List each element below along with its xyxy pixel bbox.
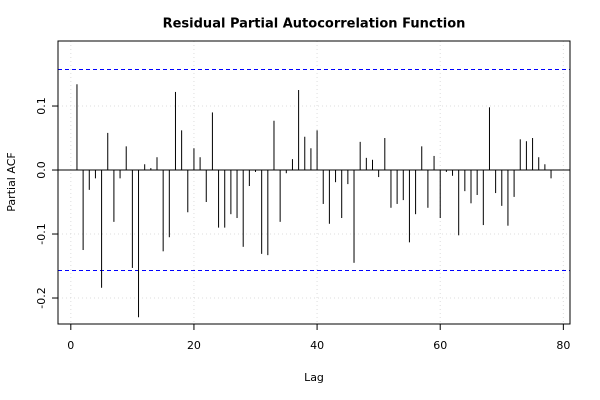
- y-tick-label: 0.0: [35, 161, 48, 179]
- chart-title: Residual Partial Autocorrelation Functio…: [163, 17, 466, 32]
- x-tick-label: 0: [67, 339, 74, 352]
- y-axis-label: Partial ACF: [5, 152, 18, 211]
- x-tick-label: 40: [310, 339, 324, 352]
- y-tick-label: -0.1: [35, 223, 48, 244]
- y-tick-label: 0.1: [35, 97, 48, 115]
- x-axis-label: Lag: [304, 371, 324, 384]
- x-tick-label: 80: [556, 339, 570, 352]
- plot-frame: [57, 40, 571, 325]
- y-tick-label: -0.2: [35, 287, 48, 308]
- x-tick-label: 20: [187, 339, 201, 352]
- x-tick-label: 60: [433, 339, 447, 352]
